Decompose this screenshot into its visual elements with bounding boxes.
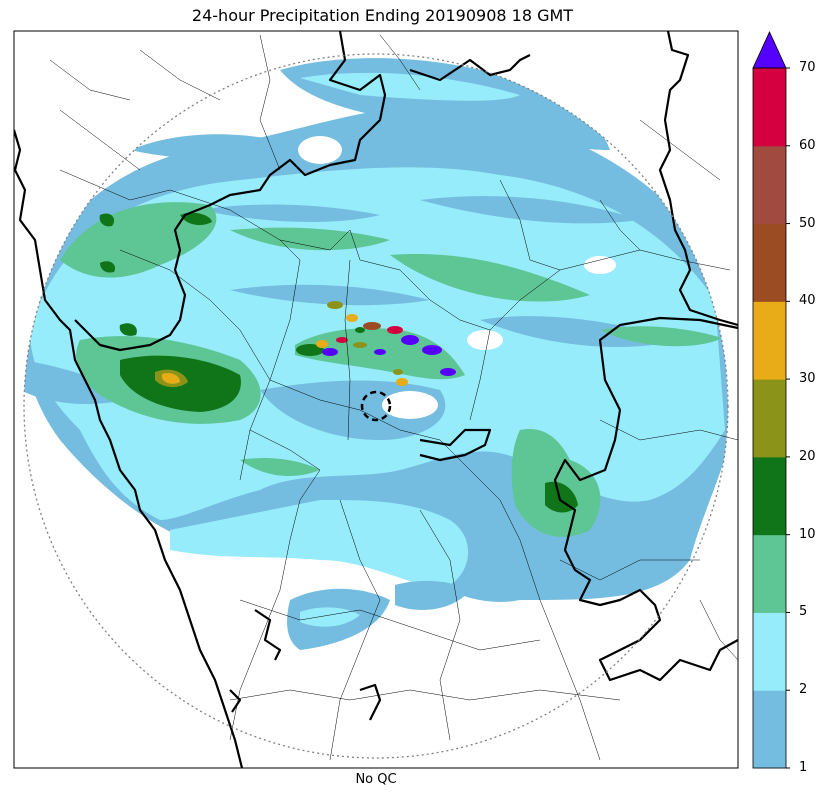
colorbar-tick-label: 5 xyxy=(799,604,808,620)
colorbar-tick-label: 2 xyxy=(799,682,808,698)
colorbar-tick-label: 50 xyxy=(799,215,816,231)
radar-range-ring xyxy=(23,53,729,759)
colorbar-segment xyxy=(753,68,786,147)
colorbar-tick-label: 30 xyxy=(799,371,816,387)
precipitation-field xyxy=(24,54,728,758)
colorbar-tick-label: 1 xyxy=(799,760,808,775)
colorbar-segment xyxy=(753,612,786,691)
colorbar-segment xyxy=(753,690,786,769)
colorbar-segment xyxy=(753,223,786,302)
state-boundaries xyxy=(14,31,738,768)
colorbar-segment xyxy=(753,456,786,536)
colorbar-segment xyxy=(753,301,786,380)
map-frame xyxy=(13,30,739,769)
colorbar-segment xyxy=(753,145,786,225)
colorbar-segment xyxy=(753,534,786,613)
colorbar-tick-label: 40 xyxy=(799,293,816,309)
colorbar-outline xyxy=(752,67,787,769)
colorbar-tick-label: 20 xyxy=(799,448,816,464)
precip-5-10-region xyxy=(60,202,217,278)
colorbar-tick-label: 10 xyxy=(799,526,816,542)
radar-site-marker xyxy=(360,390,392,422)
colorbar-extend-arrow xyxy=(752,31,787,69)
convective-cluster xyxy=(295,301,465,386)
map-title: 24-hour Precipitation Ending 20190908 18… xyxy=(191,6,574,25)
colorbar-segment xyxy=(753,379,786,458)
radar-precipitation-map xyxy=(13,30,739,769)
colorbar-tick-label: 60 xyxy=(799,137,816,153)
colorbar-tick-label: 70 xyxy=(799,60,816,75)
x-axis-label: No QC xyxy=(355,772,397,787)
district-boundaries xyxy=(49,34,738,761)
